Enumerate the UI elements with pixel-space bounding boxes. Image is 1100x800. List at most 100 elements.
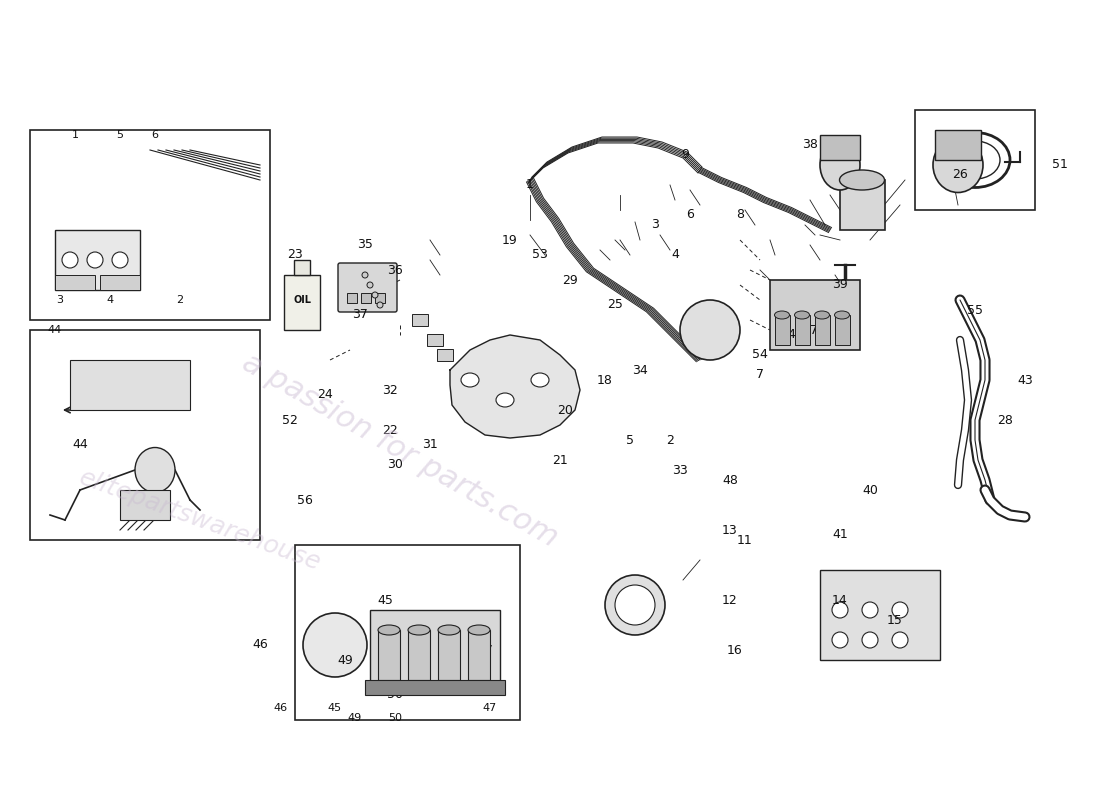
- Ellipse shape: [468, 625, 490, 635]
- Circle shape: [892, 602, 907, 618]
- Text: 12: 12: [722, 594, 738, 606]
- Text: 50: 50: [387, 689, 403, 702]
- Text: 40: 40: [862, 483, 878, 497]
- Text: 22: 22: [382, 423, 398, 437]
- Bar: [438, 630, 460, 680]
- Text: 14: 14: [832, 594, 848, 606]
- Text: 25: 25: [607, 298, 623, 311]
- Bar: [100, 275, 140, 290]
- Text: 3: 3: [56, 295, 64, 305]
- Bar: [770, 280, 860, 350]
- Text: 30: 30: [387, 458, 403, 471]
- Circle shape: [87, 252, 103, 268]
- Text: 44: 44: [73, 438, 88, 451]
- Circle shape: [680, 300, 740, 360]
- Text: 34: 34: [632, 363, 648, 377]
- Polygon shape: [450, 335, 580, 438]
- Text: 5: 5: [117, 130, 123, 140]
- Text: 4: 4: [107, 295, 113, 305]
- Bar: [70, 360, 190, 410]
- Bar: [815, 315, 830, 345]
- Text: 46: 46: [273, 703, 287, 713]
- Text: 45: 45: [328, 703, 342, 713]
- Text: 38: 38: [802, 138, 818, 151]
- Text: 45: 45: [377, 594, 393, 606]
- Text: 7: 7: [756, 369, 764, 382]
- Circle shape: [377, 302, 383, 308]
- Ellipse shape: [820, 140, 860, 190]
- Text: 1: 1: [72, 130, 78, 140]
- Ellipse shape: [408, 625, 430, 635]
- Bar: [427, 334, 443, 346]
- Bar: [370, 610, 500, 690]
- Text: 49: 49: [348, 713, 362, 723]
- Bar: [361, 293, 371, 303]
- Bar: [294, 260, 310, 275]
- Text: 15: 15: [887, 614, 903, 626]
- Text: 19: 19: [502, 234, 518, 246]
- Circle shape: [112, 252, 128, 268]
- Bar: [378, 630, 400, 680]
- Ellipse shape: [615, 585, 654, 625]
- Bar: [55, 275, 95, 290]
- Text: 9: 9: [681, 149, 689, 162]
- Bar: [776, 315, 790, 345]
- Text: 1: 1: [526, 178, 534, 191]
- Text: 39: 39: [832, 278, 848, 291]
- Ellipse shape: [531, 373, 549, 387]
- Ellipse shape: [461, 373, 478, 387]
- Text: 27: 27: [802, 323, 818, 337]
- Text: 46: 46: [252, 638, 268, 651]
- Circle shape: [62, 252, 78, 268]
- Text: 2: 2: [176, 295, 184, 305]
- Bar: [30, 130, 270, 320]
- Bar: [346, 293, 358, 303]
- Ellipse shape: [835, 311, 849, 319]
- Ellipse shape: [814, 311, 829, 319]
- Bar: [284, 275, 320, 330]
- Ellipse shape: [438, 625, 460, 635]
- Text: 37: 37: [352, 309, 367, 322]
- Bar: [437, 349, 453, 361]
- Bar: [820, 570, 940, 660]
- Circle shape: [862, 632, 878, 648]
- Text: 24: 24: [317, 389, 333, 402]
- Text: 31: 31: [422, 438, 438, 451]
- Text: 3: 3: [651, 218, 659, 231]
- Ellipse shape: [605, 575, 665, 635]
- Bar: [468, 630, 490, 680]
- Ellipse shape: [378, 625, 400, 635]
- Text: 33: 33: [672, 463, 688, 477]
- Text: 48: 48: [722, 474, 738, 486]
- Text: 23: 23: [287, 249, 303, 262]
- Text: 6: 6: [686, 209, 694, 222]
- Ellipse shape: [839, 170, 884, 190]
- Text: 43: 43: [1018, 374, 1033, 386]
- Text: 35: 35: [358, 238, 373, 251]
- Text: 21: 21: [552, 454, 568, 466]
- Text: 50: 50: [388, 713, 401, 723]
- Bar: [30, 330, 260, 540]
- Text: elitepartswarehouse: elitepartswarehouse: [76, 465, 324, 575]
- Ellipse shape: [496, 393, 514, 407]
- Text: 47: 47: [477, 643, 493, 657]
- Bar: [295, 545, 520, 720]
- Text: 41: 41: [832, 529, 848, 542]
- Text: 11: 11: [737, 534, 752, 546]
- Bar: [835, 315, 850, 345]
- Text: 52: 52: [282, 414, 298, 426]
- Bar: [365, 680, 505, 695]
- Text: 2: 2: [667, 434, 674, 446]
- Ellipse shape: [774, 311, 790, 319]
- Bar: [935, 130, 981, 160]
- Circle shape: [832, 632, 848, 648]
- Bar: [55, 230, 140, 290]
- Text: 32: 32: [382, 383, 398, 397]
- Text: 20: 20: [557, 403, 573, 417]
- Circle shape: [892, 632, 907, 648]
- Text: 49: 49: [337, 654, 353, 666]
- Text: 13: 13: [722, 523, 738, 537]
- Text: 44: 44: [48, 325, 62, 335]
- Text: 8: 8: [736, 209, 744, 222]
- Text: 17: 17: [627, 589, 642, 602]
